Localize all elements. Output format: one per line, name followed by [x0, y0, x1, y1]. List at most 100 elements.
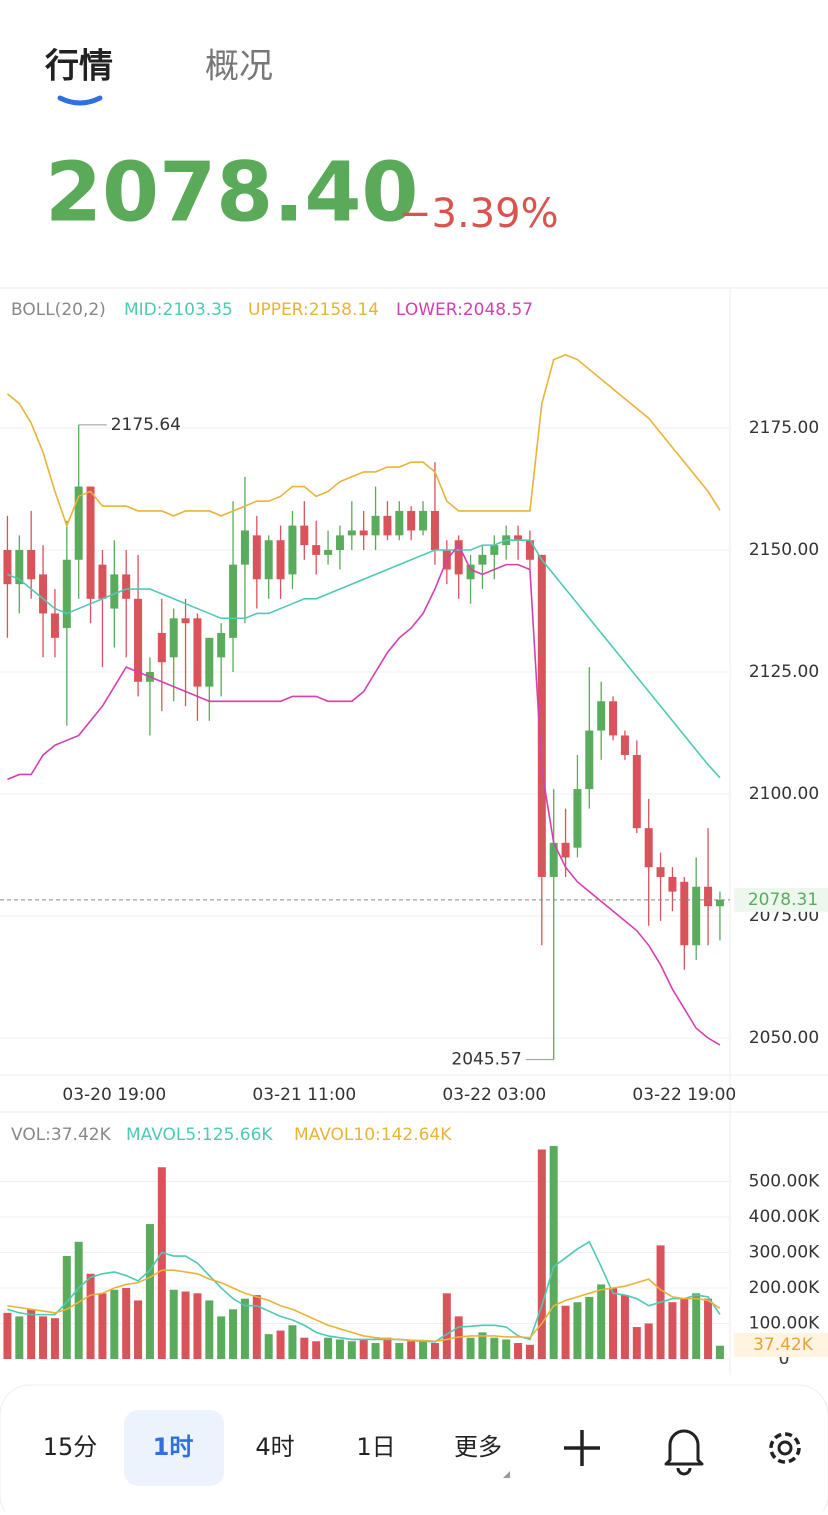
- volume-label-box: [734, 1333, 828, 1357]
- volume-bar: [27, 1309, 36, 1359]
- candle-body: [371, 515, 380, 536]
- candle-body: [240, 530, 249, 565]
- candle-body: [300, 525, 309, 546]
- volume-bar: [609, 1287, 618, 1359]
- volume-bar: [383, 1337, 392, 1359]
- y-tick-label: 300.00K: [749, 1242, 820, 1262]
- volume-bar: [300, 1337, 309, 1359]
- candle-body: [27, 549, 36, 580]
- candle-body: [704, 886, 713, 907]
- volume-bar: [537, 1149, 546, 1359]
- tab-active[interactable]: 行情: [45, 47, 113, 87]
- candle-body: [395, 510, 404, 536]
- indicator-line: [7, 1269, 721, 1343]
- interval-button[interactable]: 15分: [43, 1433, 98, 1461]
- volume-bar: [359, 1339, 368, 1359]
- candle-body: [620, 735, 629, 755]
- volume-bar: [217, 1316, 226, 1359]
- candle-body: [205, 637, 214, 687]
- indicator-label: VOL:37.42K: [11, 1125, 112, 1145]
- candle-body: [324, 549, 333, 555]
- volume-bar: [86, 1273, 95, 1359]
- volume-bar: [442, 1293, 451, 1359]
- candle-body: [169, 618, 178, 658]
- volume-bar: [561, 1305, 570, 1359]
- legend-entry: MID:2103.35: [124, 300, 233, 320]
- legend-entry: MAVOL10:142.64K: [294, 1125, 452, 1145]
- candle-body: [276, 540, 285, 580]
- y-tick-label: 500.00K: [749, 1171, 820, 1191]
- volume-bar: [466, 1337, 475, 1359]
- y-tick-label: 2175.00: [749, 418, 819, 438]
- candle-body: [514, 535, 523, 541]
- gear: [769, 1432, 801, 1464]
- last-price-box: [734, 887, 828, 912]
- candle-body: [525, 540, 534, 560]
- candle-body: [347, 530, 356, 536]
- volume-bar: [50, 1318, 59, 1359]
- y-tick-label: 0: [779, 1349, 790, 1369]
- indicator-line: [7, 1240, 721, 1343]
- more-button[interactable]: 更多: [454, 1433, 502, 1461]
- volume-bar: [157, 1167, 166, 1359]
- interval-button[interactable]: 1日: [356, 1433, 395, 1461]
- legend-entry: UPPER:2158.14: [248, 300, 379, 320]
- candle-body: [252, 535, 261, 580]
- candle-body: [549, 842, 558, 877]
- volume-bar: [644, 1323, 653, 1359]
- y-tick-label: 2050.00: [749, 1028, 819, 1048]
- y-tick-label: 2125.00: [749, 662, 819, 682]
- volume-bar: [98, 1293, 107, 1359]
- interval-button[interactable]: 4时: [255, 1433, 294, 1461]
- high-label: 2175.64: [111, 415, 181, 435]
- volume-label: 37.42K: [753, 1335, 814, 1355]
- volume-bar: [145, 1224, 154, 1359]
- volume-bar: [502, 1339, 511, 1359]
- tab-underline: [57, 95, 103, 106]
- candle-body: [122, 574, 131, 599]
- candle-body: [86, 486, 95, 599]
- volume-bar: [39, 1316, 48, 1359]
- volume-bar: [252, 1295, 261, 1359]
- volume-bar: [3, 1312, 12, 1359]
- candle-body: [656, 867, 665, 877]
- candle-body: [264, 540, 273, 580]
- volume-bar: [395, 1343, 404, 1359]
- low-label: 2045.57: [451, 1050, 521, 1070]
- candle-body: [692, 886, 701, 946]
- legend-entry: LOWER:2048.57: [396, 300, 533, 320]
- volume-bar: [240, 1298, 249, 1359]
- volume-bar: [419, 1341, 428, 1359]
- candle-body: [490, 545, 499, 555]
- candle-body: [585, 730, 594, 790]
- volume-bar: [229, 1309, 238, 1359]
- candle-body: [335, 535, 344, 550]
- candle-body: [50, 613, 59, 638]
- candle-body: [229, 564, 238, 638]
- toolbar-selected-bg: [124, 1410, 224, 1486]
- volume-bar: [632, 1327, 641, 1359]
- volume-bar: [490, 1337, 499, 1359]
- candle-body: [430, 510, 439, 550]
- interval-button[interactable]: 1时: [153, 1433, 194, 1461]
- candle-body: [3, 549, 12, 585]
- y-tick-label: 2150.00: [749, 540, 819, 560]
- volume-bar: [324, 1337, 333, 1359]
- y-tick-label: 400.00K: [749, 1207, 820, 1227]
- settings-icon[interactable]: [769, 1432, 801, 1464]
- alert-icon[interactable]: [664, 1429, 704, 1476]
- tab[interactable]: 概况: [205, 47, 273, 87]
- volume-bar: [347, 1341, 356, 1359]
- candle-body: [680, 881, 689, 946]
- volume-bar: [134, 1300, 143, 1359]
- volume-bar: [62, 1256, 71, 1359]
- volume-bar: [549, 1145, 558, 1359]
- candle-body: [217, 632, 226, 658]
- volume-bar: [110, 1289, 119, 1359]
- candle-body: [537, 554, 546, 877]
- volume-bar: [74, 1241, 83, 1359]
- candle-body: [359, 530, 368, 536]
- candle-body: [134, 598, 143, 682]
- volume-bar: [169, 1289, 178, 1359]
- add-icon[interactable]: [564, 1430, 600, 1466]
